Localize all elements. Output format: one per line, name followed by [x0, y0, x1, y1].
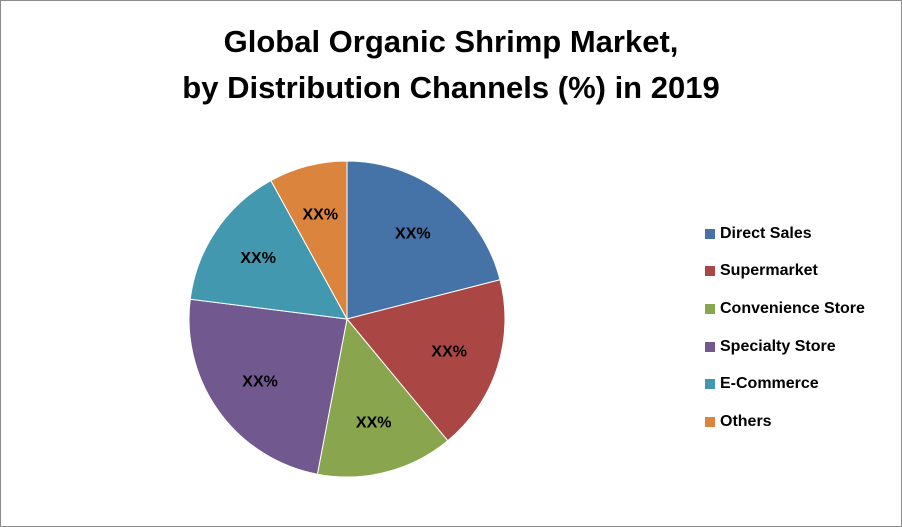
legend-item-e-commerce: E-Commerce	[705, 365, 865, 403]
data-label-direct-sales: XX%	[395, 226, 431, 243]
chart-title-line-2: by Distribution Channels (%) in 2019	[182, 70, 720, 105]
legend-label: Supermarket	[720, 262, 818, 280]
legend-swatch	[705, 266, 715, 277]
legend-label: E-Commerce	[720, 375, 819, 393]
legend-item-others: Others	[705, 403, 865, 441]
chart-legend: Direct Sales Supermarket Convenience Store…	[705, 215, 865, 441]
data-label-e-commerce: XX%	[240, 250, 276, 267]
data-label-convenience-store: XX%	[356, 415, 392, 432]
pie-slice-convenience-store	[316, 317, 449, 478]
legend-label: Direct Sales	[720, 224, 812, 242]
legend-swatch	[705, 379, 715, 390]
pie-slice-specialty-store	[188, 298, 348, 475]
legend-label: Convenience Store	[720, 299, 865, 317]
legend-swatch	[705, 303, 715, 314]
legend-item-supermarket: Supermarket	[705, 253, 865, 291]
legend-swatch	[705, 341, 715, 352]
legend-swatch	[705, 228, 715, 239]
data-label-specialty-store: XX%	[242, 374, 278, 391]
legend-item-direct-sales: Direct Sales	[705, 215, 865, 253]
pie-slice-supermarket	[346, 279, 506, 442]
data-label-others: XX%	[302, 206, 338, 223]
legend-item-specialty-store: Specialty Store	[705, 328, 865, 366]
pie-slice-direct-sales	[346, 160, 501, 320]
legend-label: Specialty Store	[720, 337, 836, 355]
pie-slice-e-commerce	[189, 179, 348, 320]
legend-label: Others	[720, 412, 772, 430]
chart-title-line-1: Global Organic Shrimp Market,	[223, 24, 679, 59]
pie-slice-others	[270, 160, 348, 320]
data-label-supermarket: XX%	[431, 344, 467, 361]
chart-title: Global Organic Shrimp Market, by Distrib…	[1, 19, 901, 111]
legend-item-convenience-store: Convenience Store	[705, 290, 865, 328]
legend-swatch	[705, 416, 715, 427]
